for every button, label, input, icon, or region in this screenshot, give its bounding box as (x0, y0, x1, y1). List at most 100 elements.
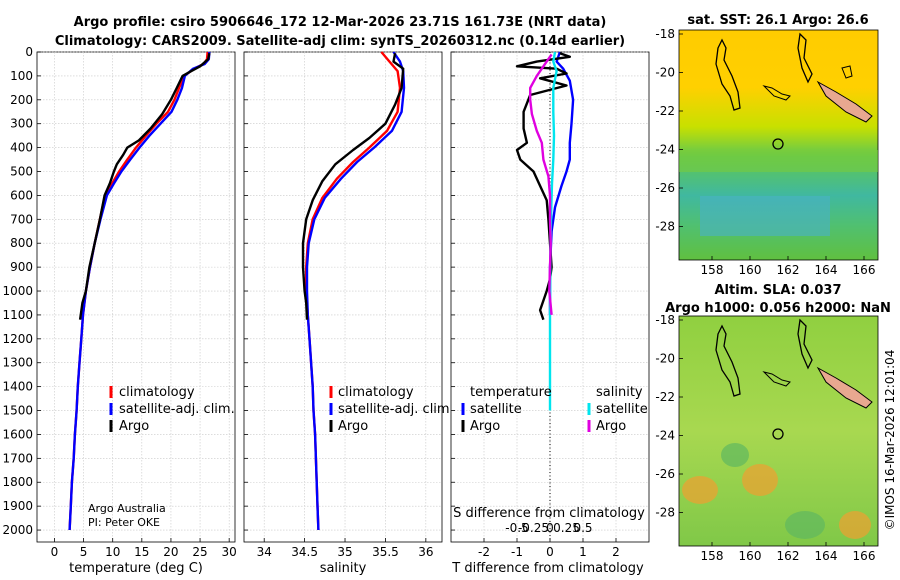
sla-new-caledonia-landmass (816, 366, 873, 409)
map-lat-label: -18 (655, 313, 675, 327)
difference-legend-temperature: temperature satellite Argo (461, 385, 552, 434)
x-tick-label: 35 (337, 545, 352, 559)
s-tick-label: 0.25 (553, 521, 580, 535)
temperature-axes-box (36, 51, 236, 543)
salinity-xlabel: salinity (320, 561, 367, 576)
y-tick-label: 900 (10, 260, 33, 274)
sst-front-band (679, 150, 878, 172)
sst-map-title: sat. SST: 26.1 Argo: 26.6 (687, 13, 868, 28)
map-lat-label: -22 (655, 104, 675, 118)
s-difference-xlabel: S difference from climatology (453, 506, 645, 521)
sst-reef-outline-2 (797, 32, 813, 84)
series-line-satellite-adj-clim- (68, 51, 211, 531)
x-tick-label: 15 (134, 545, 149, 559)
x-tick-label: 10 (105, 545, 120, 559)
sst-chesterfield-outline (762, 85, 791, 101)
series-line-argo (301, 52, 405, 320)
y-tick-label: 1300 (2, 356, 33, 370)
imos-watermark: ©IMOS 16-Mar-2026 12:01:04 (883, 350, 897, 531)
series-line-satellite-adj-clim- (305, 51, 406, 531)
y-tick-label: 600 (10, 188, 33, 202)
temperature-series (68, 51, 211, 531)
map-lat-label: -26 (655, 467, 675, 481)
sst-island-outline (841, 65, 853, 79)
map-lat-label: -26 (655, 181, 675, 195)
map-lat-label: -20 (655, 66, 675, 80)
map-lon-label: 164 (815, 549, 838, 563)
salinity-panel: 34 34.5 35 35.5 36 salinity climatology sate… (243, 51, 454, 576)
x-tick-label: 30 (222, 545, 237, 559)
credit-pi: PI: Peter OKE (88, 516, 160, 529)
y-tick-label: 700 (10, 212, 33, 226)
sst-argo-location-marker (772, 138, 784, 150)
salinity-legend: climatology satellite-adj. clim. Argo (329, 385, 454, 434)
legend-climatology-label: climatology (338, 385, 414, 400)
y-tick-label: 2000 (2, 523, 33, 537)
x-tick-label: 5 (80, 545, 88, 559)
y-tick-label: 1500 (2, 404, 33, 418)
map-lat-label: -24 (655, 143, 675, 157)
credit-organisation: Argo Australia (88, 502, 166, 515)
sla-high-anomaly-2 (742, 464, 778, 496)
x-tick-label: 34 (257, 545, 272, 559)
map-lon-label: 166 (853, 549, 876, 563)
sla-field (678, 315, 879, 547)
x-tick-label: -1 (511, 545, 523, 559)
series-line-argo (78, 52, 211, 320)
s-tick-label: -0.5 (505, 521, 528, 535)
difference-ticks: -2 -1 0 1 2 (451, 51, 620, 559)
legend-t-satellite-label: satellite (470, 402, 522, 417)
legend-t-argo-label: Argo (470, 419, 500, 434)
title-line-2: Climatology: CARS2009. Satellite-adj cli… (55, 34, 625, 49)
legend-s-satellite-label: satellite (596, 402, 648, 417)
sla-map-title-1: Altim. SLA: 0.037 (715, 283, 842, 298)
map-lat-label: -28 (655, 220, 675, 234)
y-tick-label: 1800 (2, 475, 33, 489)
s-tick-label: 0.5 (573, 521, 592, 535)
y-tick-label: 1000 (2, 284, 33, 298)
series-line-s-argo (529, 53, 553, 316)
sla-low-anomaly-2 (785, 511, 825, 539)
y-tick-label: 0 (25, 45, 33, 59)
new-caledonia-landmass (816, 80, 873, 123)
y-tick-label: 400 (10, 141, 33, 155)
salinity-grid (244, 51, 442, 542)
x-tick-label: 35.5 (372, 545, 399, 559)
map-lon-label: 164 (815, 263, 838, 277)
sla-argo-location-marker (772, 428, 784, 440)
map-lat-label: -20 (655, 352, 675, 366)
s-difference-ticks: -0.5-0.250 0.250.5 (505, 521, 592, 535)
y-tick-label: 1200 (2, 332, 33, 346)
difference-panel: -2 -1 0 1 2 T difference from climatology S … (450, 51, 650, 576)
sla-chesterfield-outline (762, 371, 791, 387)
x-tick-label: 20 (163, 545, 178, 559)
sla-low-anomaly (721, 443, 749, 467)
x-tick-label: 25 (192, 545, 207, 559)
temperature-legend: climatology satellite-adj. clim. Argo (109, 385, 235, 434)
difference-legend-salinity: salinity satellite Argo (587, 385, 648, 434)
map-lat-label: -18 (655, 27, 675, 41)
legend-climatology-label: climatology (119, 385, 195, 400)
map-lat-label: -22 (655, 390, 675, 404)
s-tick-label: 0 (546, 521, 554, 535)
temperature-panel: 0100200300400500600700800900100011001200… (2, 45, 236, 576)
sla-reef-outline-2 (797, 318, 813, 370)
map-lon-label: 158 (701, 549, 724, 563)
map-lat-label: -28 (655, 506, 675, 520)
y-tick-label: 1600 (2, 427, 33, 441)
salinity-series (301, 51, 406, 531)
x-tick-label: 36 (418, 545, 433, 559)
y-tick-label: 1900 (2, 499, 33, 513)
x-tick-label: 1 (579, 545, 587, 559)
sla-map-title-2: Argo h1000: 0.056 h2000: NaN (665, 301, 891, 316)
legend-satellite-label: satellite-adj. clim. (119, 402, 235, 417)
legend-s-heading: salinity (596, 385, 643, 400)
legend-argo-label: Argo (338, 419, 368, 434)
map-lon-label: 162 (777, 549, 800, 563)
legend-t-heading: temperature (470, 385, 552, 400)
map-lon-label: 166 (853, 263, 876, 277)
map-lon-label: 158 (701, 263, 724, 277)
sst-map-ticks: -18 -20 -22 -24 -26 -28 158 160 162 164 166 (655, 27, 875, 277)
sla-map-ticks: -18 -20 -22 -24 -26 -28 158 160 162 164 166 (655, 313, 875, 563)
